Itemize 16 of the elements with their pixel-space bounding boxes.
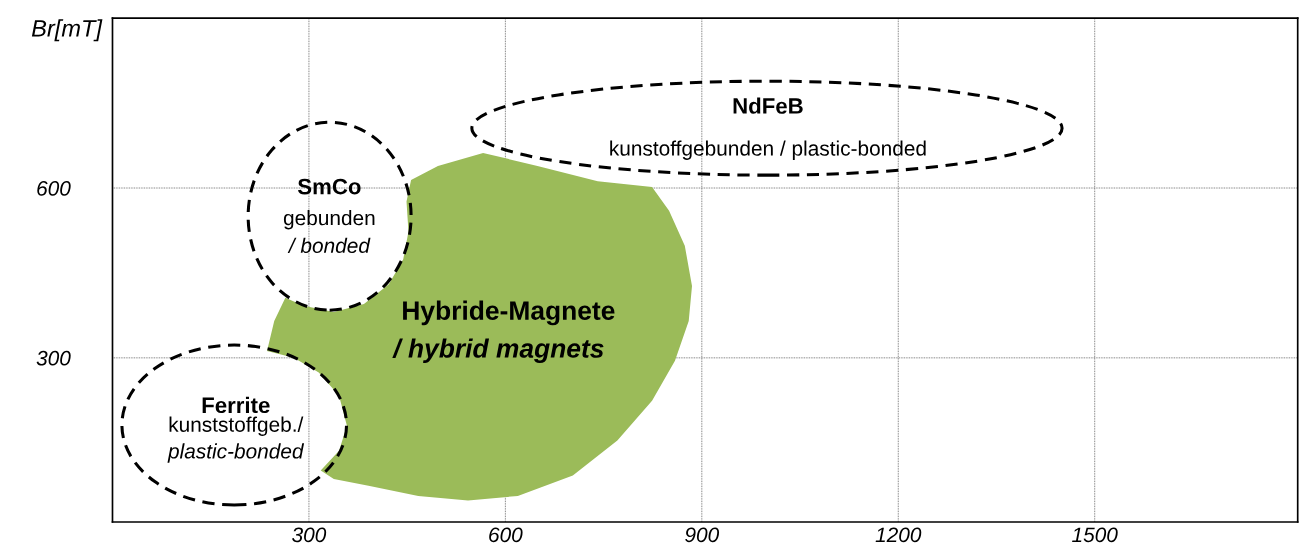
annotation: kunststoffgeb./ [169,416,304,436]
x-tick-label: 1500 [1072,527,1118,543]
y-axis-title: Br[mT] [31,19,103,42]
x-tick-label: 300 [292,527,327,543]
annotation: / bonded [287,237,371,254]
annotation: / hybrid magnets [392,338,604,364]
x-tick-label: 600 [489,527,523,543]
x-tick-label: 900 [685,527,720,543]
annotation: Hybride-Magnete [403,300,615,326]
annotation: SmCo [297,178,361,195]
x-tick-label: 1200 [875,527,922,543]
annotation: NdFeB [733,97,803,114]
annotation: Ferrite [202,396,270,414]
annotation: plastic-bonded [167,443,305,463]
annotation: kunstoffgebunden / plastic-bonded [610,140,926,160]
annotation: gebunden [283,210,375,230]
